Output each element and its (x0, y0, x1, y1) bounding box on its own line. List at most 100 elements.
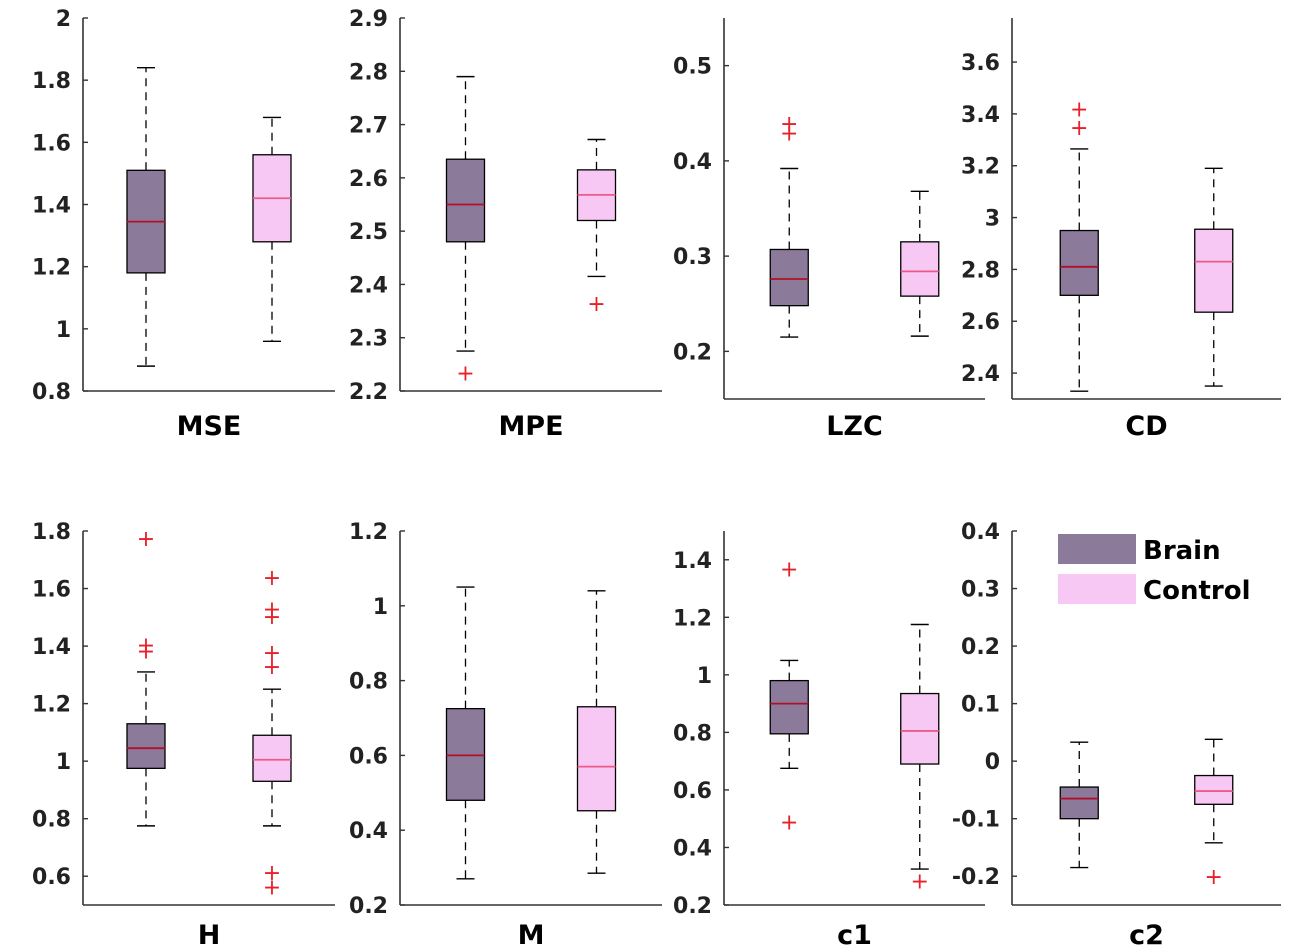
y-tick-label-c1: 0.8 (673, 721, 712, 746)
y-tick-label-cd: 2.8 (961, 258, 1000, 283)
x-label-c1: c1 (837, 920, 872, 949)
y-tick-label-h: 0.8 (32, 808, 71, 833)
y-tick-label-m: 1.2 (349, 520, 388, 545)
panel-c2: -0.2 -0.1 0 0.1 0.2 0.3 0.4 c2 + (952, 520, 1281, 949)
x-label-m: M (518, 920, 545, 949)
outlier-control-c1: + (911, 870, 929, 895)
outlier-control-h: + (263, 598, 281, 623)
y-tick-label-lzc: 0.4 (673, 150, 712, 175)
outlier-control-h: + (263, 566, 281, 591)
y-tick-label-mse: 1.2 (32, 256, 71, 281)
y-tick-label-c2: 0.2 (961, 635, 1000, 660)
y-tick-label-c2: 0.4 (961, 520, 1000, 545)
outlier-brain-c1: + (780, 811, 798, 836)
y-tick-label-mse: 1.4 (32, 194, 71, 219)
y-tick-label-lzc: 0.5 (673, 55, 712, 80)
y-tick-label-cd: 2.4 (961, 362, 1000, 387)
x-label-mse: MSE (177, 411, 242, 442)
y-tick-label-mpe: 2.5 (349, 220, 388, 245)
outlier-control-c2: + (1205, 865, 1223, 890)
outlier-control-h: + (263, 605, 281, 630)
outlier-brain-lzc: + (780, 112, 798, 137)
legend-swatch-control (1058, 574, 1136, 604)
y-tick-label-mpe: 2.3 (349, 327, 388, 352)
y-tick-label-h: 1.8 (32, 520, 71, 545)
y-tick-label-m: 0.4 (349, 819, 388, 844)
y-tick-label-lzc: 0.3 (673, 245, 712, 270)
box-control-cd (1194, 228, 1234, 313)
legend-swatch-brain (1058, 534, 1136, 564)
panel-mse: 0.8 1 1.2 1.4 1.6 1.8 2 MSE (32, 7, 335, 442)
legend-label-brain: Brain (1143, 536, 1221, 566)
y-tick-label-c1: 0.6 (673, 779, 712, 804)
panel-lzc: 0.2 0.3 0.4 0.5 LZC ++ (673, 18, 985, 442)
y-tick-label-h: 1 (56, 750, 71, 775)
y-tick-label-cd: 2.6 (961, 310, 1000, 335)
y-tick-label-mse: 0.8 (32, 380, 71, 405)
y-tick-label-mse: 1.8 (32, 69, 71, 94)
panel-cd: 2.4 2.6 2.8 3 3.2 3.4 3.6 CD ++ (961, 18, 1281, 442)
y-tick-label-m: 0.2 (349, 894, 388, 919)
x-label-mpe: MPE (498, 411, 563, 442)
box-control-c2 (1194, 774, 1234, 805)
y-tick-label-cd: 3.6 (961, 51, 1000, 76)
box-brain-mpe (445, 158, 486, 243)
y-tick-label-cd: 3.2 (961, 155, 1000, 180)
box-control-h (252, 734, 292, 782)
box-brain-cd (1059, 229, 1099, 296)
box-control-m (576, 706, 617, 812)
y-tick-label-c1: 1 (697, 664, 712, 689)
outlier-control-h: + (263, 641, 281, 666)
y-tick-label-c1: 0.2 (673, 894, 712, 919)
outlier-brain-mpe: + (456, 361, 474, 386)
y-tick-label-m: 1 (373, 595, 388, 620)
y-tick-label-c2: -0.2 (952, 865, 1000, 890)
y-tick-label-c2: 0.1 (961, 693, 1000, 718)
outlier-brain-cd: + (1070, 98, 1088, 123)
outlier-brain-lzc: + (780, 121, 798, 146)
y-tick-label-h: 1.2 (32, 693, 71, 718)
x-label-c2: c2 (1129, 920, 1164, 949)
y-tick-label-c2: 0.3 (961, 578, 1000, 603)
y-tick-label-h: 1.4 (32, 635, 71, 660)
outlier-brain-c1: + (780, 557, 798, 582)
y-tick-label-h: 0.6 (32, 865, 71, 890)
y-tick-label-mpe: 2.4 (349, 273, 388, 298)
panel-c1: 0.2 0.4 0.6 0.8 1 1.2 1.4 c1 + + + (673, 531, 985, 949)
x-label-cd: CD (1125, 411, 1167, 442)
y-tick-label-c2: -0.1 (952, 808, 1000, 833)
y-tick-label-mse: 1 (56, 318, 71, 343)
y-tick-label-cd: 3 (985, 207, 1000, 232)
panel-h: 0.60.811.21.41.61.8H++++++++++ (32, 520, 335, 949)
y-tick-label-lzc: 0.2 (673, 340, 712, 365)
y-tick-label-mse: 1.6 (32, 131, 71, 156)
y-tick-label-mse: 2 (56, 7, 71, 32)
legend: Brain Control (1058, 534, 1250, 606)
y-tick-label-mpe: 2.7 (349, 114, 388, 139)
outlier-brain-h: + (137, 639, 155, 664)
y-tick-label-m: 0.8 (349, 670, 388, 695)
y-tick-label-h: 1.6 (32, 578, 71, 603)
panel-mpe: 2.2 2.3 2.4 2.5 2.6 2.7 2.8 2.9 MPE + + (349, 7, 662, 442)
box-control-c1 (900, 692, 940, 765)
y-tick-label-mpe: 2.2 (349, 380, 388, 405)
panel-m: 0.2 0.4 0.6 0.8 1 1.2 M (349, 520, 662, 949)
y-tick-label-c1: 0.4 (673, 836, 712, 861)
outlier-brain-cd: + (1070, 116, 1088, 141)
box-brain-c1 (769, 679, 809, 735)
y-tick-label-mpe: 2.6 (349, 167, 388, 192)
outlier-control-mpe: + (587, 292, 605, 317)
outlier-control-h: + (263, 875, 281, 900)
x-label-h: H (198, 920, 221, 949)
box-brain-h (126, 723, 166, 769)
box-brain-m (445, 708, 486, 801)
legend-label-control: Control (1143, 576, 1250, 606)
outlier-brain-h: + (137, 634, 155, 659)
outlier-control-h: + (263, 655, 281, 680)
y-tick-label-mpe: 2.8 (349, 60, 388, 85)
y-tick-label-m: 0.6 (349, 744, 388, 769)
box-control-lzc (900, 241, 940, 297)
y-tick-label-cd: 3.4 (961, 103, 1000, 128)
box-brain-c2 (1059, 786, 1099, 820)
